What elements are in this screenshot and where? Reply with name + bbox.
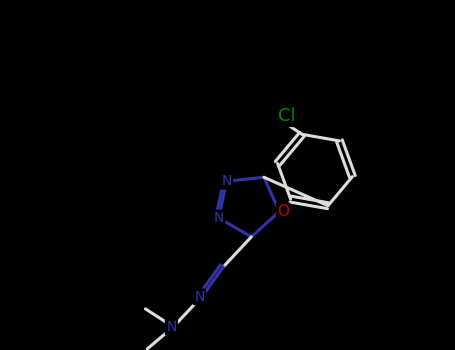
Text: O: O: [277, 204, 289, 219]
Text: N: N: [213, 211, 224, 225]
Text: N: N: [166, 320, 177, 334]
Text: N: N: [222, 174, 232, 188]
Text: Cl: Cl: [278, 107, 296, 125]
Text: N: N: [194, 290, 205, 304]
